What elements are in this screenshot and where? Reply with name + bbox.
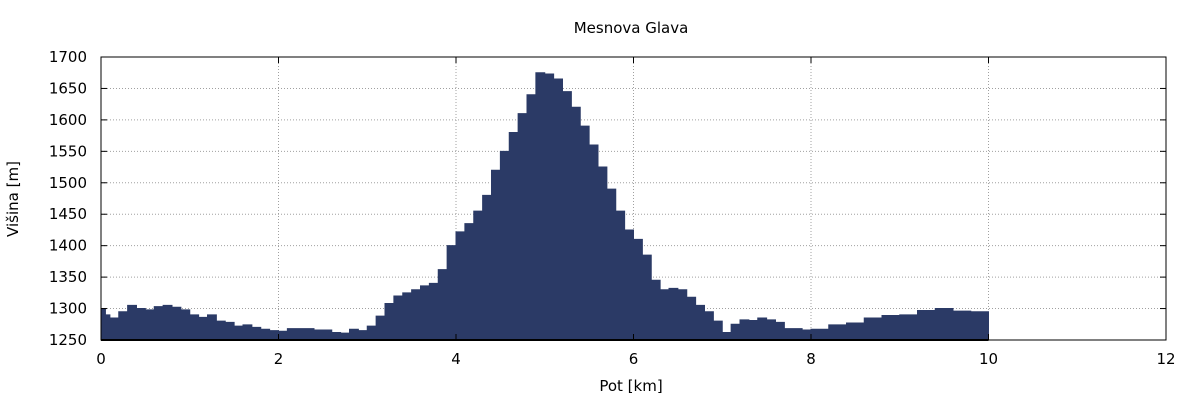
y-tick-label: 1450 [49, 205, 87, 223]
x-tick-label: 0 [96, 350, 106, 368]
x-tick-labels: 0 2 4 6 8 10 12 [96, 350, 1175, 368]
y-tick-label: 1500 [49, 174, 87, 192]
x-tick-label: 4 [451, 350, 461, 368]
y-axis-label: Višina [m] [4, 161, 22, 237]
y-tick-label: 1600 [49, 111, 87, 129]
y-tick-label: 1550 [49, 142, 87, 160]
y-tick-label: 1400 [49, 237, 87, 255]
ticks [100, 56, 1167, 341]
y-tick-label: 1650 [49, 79, 87, 97]
y-tick-label: 1250 [49, 331, 87, 349]
y-tick-label: 1700 [49, 48, 87, 66]
y-tick-label: 1350 [49, 268, 87, 286]
x-tick-label: 12 [1156, 350, 1175, 368]
chart-title: Mesnova Glava [574, 19, 689, 37]
x-tick-label: 8 [806, 350, 816, 368]
x-tick-label: 2 [274, 350, 284, 368]
x-tick-label: 10 [979, 350, 998, 368]
elevation-area [100, 72, 989, 341]
x-axis-label: Pot [km] [599, 377, 662, 395]
y-tick-label: 1300 [49, 300, 87, 318]
y-tick-labels: 1250 1300 1350 1400 1450 1500 1550 1600 1650 1700 [49, 48, 87, 349]
x-tick-label: 6 [629, 350, 639, 368]
grid [101, 57, 1166, 340]
